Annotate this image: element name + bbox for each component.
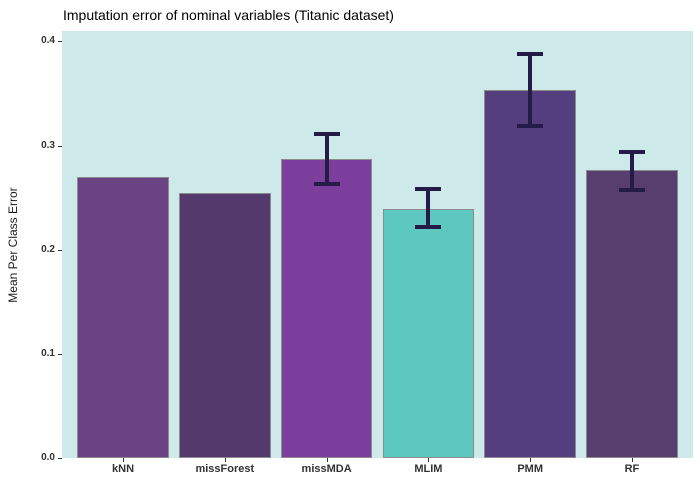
error-bar-RF <box>629 149 634 193</box>
error-bar-cap-top-RF <box>618 149 645 154</box>
error-bar-cap-top-MLIM <box>415 187 442 192</box>
x-tick-label-missForest: missForest <box>195 463 255 475</box>
plot-panel <box>62 31 693 458</box>
error-bar-MLIM <box>426 187 431 229</box>
x-tick-mark-PMM <box>530 458 532 462</box>
x-tick-mark-kNN <box>123 458 125 462</box>
x-tick-label-RF: RF <box>624 463 640 475</box>
y-axis-title: Mean Per Class Error <box>6 187 20 303</box>
error-bar-cap-top-missMDA <box>313 132 340 137</box>
x-tick-mark-missForest <box>224 458 226 462</box>
error-bar-missMDA <box>324 132 329 187</box>
x-tick-label-kNN: kNN <box>112 463 135 475</box>
error-bar-cap-bottom-MLIM <box>415 224 442 229</box>
bar-kNN <box>77 176 169 458</box>
y-tick-label-0.0: 0.0 <box>41 452 55 463</box>
y-tick-label-0.2: 0.2 <box>41 243 55 255</box>
x-tick-mark-MLIM <box>428 458 430 462</box>
bar-MLIM <box>382 209 475 458</box>
y-tick-mark-0.2 <box>58 249 62 251</box>
bar-RF <box>586 169 678 458</box>
bar-missForest <box>179 193 271 458</box>
chart-title: Imputation error of nominal variables (T… <box>63 7 394 23</box>
error-bar-cap-top-PMM <box>517 51 544 56</box>
y-tick-label-0.4: 0.4 <box>41 35 55 47</box>
x-tick-mark-RF <box>631 458 633 462</box>
error-bar-cap-bottom-PMM <box>517 123 544 128</box>
error-bar-cap-bottom-RF <box>618 188 645 193</box>
x-tick-label-missMDA: missMDA <box>301 463 352 475</box>
y-tick-mark-0.1 <box>58 353 62 355</box>
y-tick-label-0.1: 0.1 <box>41 347 55 359</box>
error-bar-cap-bottom-missMDA <box>313 182 340 187</box>
x-tick-label-MLIM: MLIM <box>414 463 443 475</box>
y-tick-label-0.3: 0.3 <box>41 139 55 151</box>
bar-PMM <box>484 90 576 458</box>
y-tick-mark-0.3 <box>58 145 62 147</box>
y-tick-mark-0.0 <box>58 458 62 459</box>
error-bar-PMM <box>528 51 533 128</box>
y-tick-mark-0.4 <box>58 41 62 43</box>
bar-missMDA <box>280 159 373 458</box>
x-tick-mark-missMDA <box>326 458 328 462</box>
x-tick-label-PMM: PMM <box>517 463 543 475</box>
